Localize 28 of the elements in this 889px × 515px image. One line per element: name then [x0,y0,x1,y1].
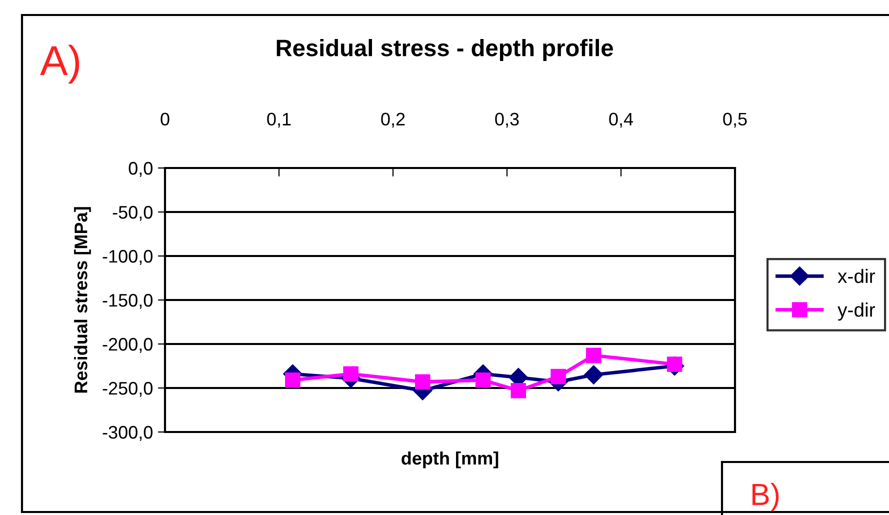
point [475,372,491,388]
y-tick-label: 0,0 [128,162,152,177]
point [550,368,566,384]
point [343,366,358,382]
legend-label: x-dir [838,268,876,284]
x-tick-label: 0 [160,112,170,126]
x-tick-label: 0,4 [609,112,634,128]
y-tick-label: -150,0 [102,294,152,309]
x-tick-label: 0,2 [381,112,405,128]
point [584,365,604,384]
point [510,383,526,398]
y-axis-title: Residual stress [MPa] [74,207,91,393]
x-axis-title: depth [mm] [402,451,498,468]
y-tick-label: -100,0 [102,250,152,265]
x-tick-label: 0,1 [267,112,291,128]
point [415,374,430,390]
x-tick-label: 0,5 [723,112,747,128]
x-tick-label: 0,3 [495,112,519,128]
text: B) [752,482,779,512]
point [586,348,602,364]
y-tick-label: -250,0 [102,382,152,397]
y-tick-label: -50,0 [112,206,152,221]
chart-title: Residual stress - depth profile [276,38,613,62]
y-tick-label: -200,0 [102,338,152,353]
point [285,372,300,388]
y-tick-label: -300,0 [102,426,152,441]
legend-label: y-dir [838,302,876,321]
text: A) [40,44,80,84]
